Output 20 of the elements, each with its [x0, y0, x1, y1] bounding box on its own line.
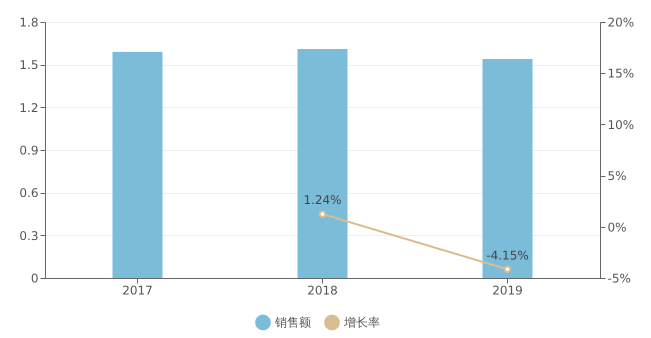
x-tick-label: 2018: [307, 284, 338, 298]
y-tick-label: 0.9: [19, 144, 38, 158]
y-tick-label: 0.6: [19, 186, 38, 200]
legend-label: 销售额: [274, 315, 311, 330]
data-label: 1.24%: [303, 193, 342, 208]
y2-tick-label: 0%: [608, 220, 627, 234]
y-tick-label: 1.8: [19, 16, 38, 30]
data-label: -4.15%: [486, 248, 529, 262]
y2-tick-label: 10%: [608, 118, 634, 132]
legend-label: 增长率: [343, 315, 380, 330]
y2-tick-label: 20%: [608, 16, 634, 30]
y2-tick-label: 15%: [608, 66, 634, 81]
y2-tick-label: -5%: [608, 272, 631, 286]
y-tick-label: 0.3: [19, 228, 38, 243]
y2-tick-label: 5%: [608, 169, 627, 184]
x-tick-label: 2017: [122, 284, 153, 298]
x-tick-label: 2019: [492, 284, 523, 298]
y-tick-label: 1.5: [19, 58, 38, 72]
y-tick-label: 1.2: [19, 100, 38, 115]
y-tick-label: 0: [30, 272, 38, 286]
